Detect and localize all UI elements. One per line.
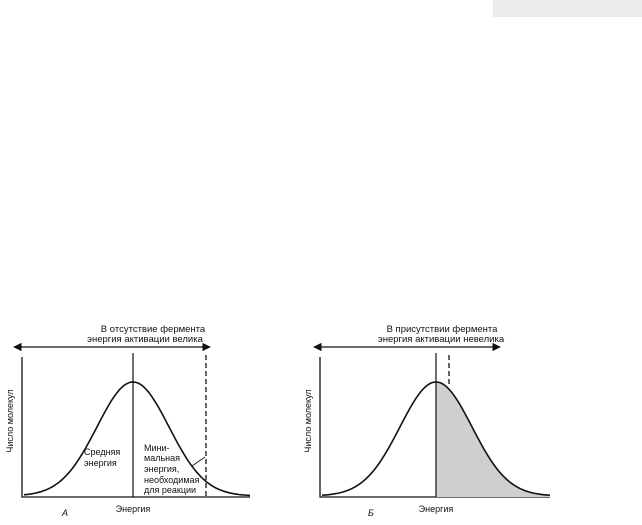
panel-a-threshold-pointer xyxy=(191,456,206,467)
panel-a-ylabel: Число молекул xyxy=(5,389,15,452)
panel-a-threshold-label-line-1: Мини- xyxy=(144,443,170,453)
panel-a-axes xyxy=(21,357,250,498)
panel-a-mean-label-line-1: Средняя xyxy=(84,447,120,457)
panel-b-axes xyxy=(319,357,550,498)
panel-b-ylabel: Число молекул xyxy=(303,389,313,452)
panel-a-label: А xyxy=(61,508,68,518)
panel-a-caption-line-1: В отсутствие фермента xyxy=(101,324,206,335)
panel-a-caption-line-2: энергия активации велика xyxy=(87,334,203,345)
panel-a-threshold-label-line-2: мальная xyxy=(144,453,180,463)
panel-a-threshold-label-line-4: необходимая xyxy=(144,475,200,485)
panel-b-label: Б xyxy=(368,508,374,518)
panel-a: В отсутствие фермента энергия активации … xyxy=(5,324,251,518)
panel-b: В присутствии фермента энергия активации… xyxy=(303,324,551,518)
panel-b-shaded-area xyxy=(436,382,550,497)
panel-b-caption-line-1: В присутствии фермента xyxy=(387,324,499,335)
panel-a-distribution-curve xyxy=(23,381,251,497)
panel-a-xlabel: Энергия xyxy=(116,504,151,514)
panel-b-caption-line-2: энергия активации невелика xyxy=(378,334,505,345)
panel-a-threshold-label-line-3: энергия, xyxy=(144,464,179,474)
panel-a-threshold-label-line-5: для реакции xyxy=(144,485,196,495)
corner-box xyxy=(493,0,642,17)
panel-b-xlabel: Энергия xyxy=(419,504,454,514)
panel-a-mean-label-line-2: энергия xyxy=(84,458,117,468)
